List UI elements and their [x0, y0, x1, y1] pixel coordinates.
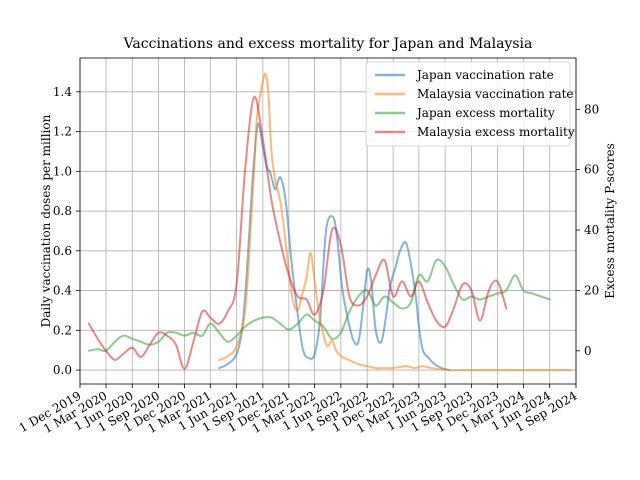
left-tick-label: 1.4 — [53, 85, 72, 99]
left-axis-label: Daily vaccination doses per million — [39, 114, 53, 327]
left-tick-label: 0.8 — [53, 204, 72, 218]
legend-label: Japan vaccination rate — [415, 68, 554, 82]
left-tick-label: 0.6 — [53, 244, 72, 258]
left-axis-ticks: 0.0 0.2 0.4 0.6 0.8 1.0 1.2 1.4 — [53, 85, 80, 377]
series-line-japan-vaccination-rate — [218, 122, 451, 372]
legend-label: Malaysia vaccination rate — [417, 87, 574, 101]
right-tick-label: 0 — [584, 344, 592, 358]
legend: Japan vaccination rate Malaysia vaccinati… — [365, 61, 575, 147]
right-tick-label: 60 — [584, 163, 599, 177]
legend-label: Japan excess mortality — [415, 106, 555, 120]
left-tick-label: 0.4 — [53, 284, 72, 298]
right-tick-label: 20 — [584, 283, 599, 297]
legend-label: Malaysia excess mortality — [417, 125, 575, 139]
plot-frame — [79, 57, 577, 385]
right-tick-label: 40 — [584, 223, 599, 237]
series-line-japan-excess-mortality — [87, 258, 551, 353]
legend-box — [365, 61, 571, 147]
chart-title: Vaccinations and excess mortality for Ja… — [123, 36, 533, 52]
right-tick-label: 80 — [584, 102, 599, 116]
left-tick-label: 0.0 — [53, 363, 72, 377]
left-tick-label: 1.0 — [53, 164, 72, 178]
right-axis-ticks: 0 20 40 60 80 — [576, 102, 599, 358]
series-layer — [87, 72, 573, 372]
left-tick-label: 0.2 — [53, 323, 72, 337]
left-tick-label: 1.2 — [53, 125, 72, 139]
right-axis-label: Excess mortality P-scores — [603, 143, 617, 298]
series-line-malaysia-excess-mortality — [87, 95, 508, 370]
